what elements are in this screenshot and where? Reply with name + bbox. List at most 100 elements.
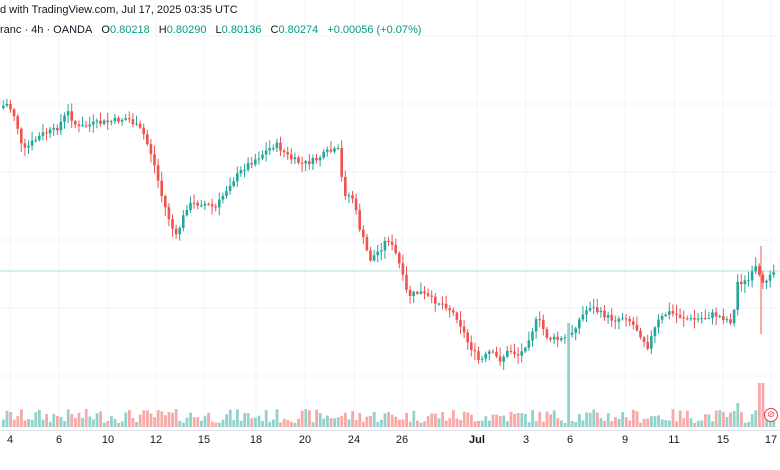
volume-bar [318, 413, 322, 427]
candle-body [358, 210, 361, 230]
candle-body [275, 142, 279, 149]
volume-bar [135, 422, 138, 427]
candle-body [365, 237, 369, 251]
volume-bar [426, 416, 430, 427]
volume-bar [333, 418, 336, 427]
low-value: 0.80136 [221, 24, 262, 36]
volume-bar [300, 410, 304, 427]
candle-body [542, 319, 545, 330]
volume-bar [646, 418, 650, 427]
candle-body [178, 227, 181, 235]
volume-bar [628, 420, 632, 427]
candle-body [362, 229, 365, 238]
volume-bar [588, 412, 592, 427]
candle-body [279, 142, 282, 151]
volume-bar [462, 411, 466, 427]
volume-bar [138, 414, 142, 427]
volume-bar [102, 422, 106, 427]
candle-body [246, 162, 250, 170]
candle-body [380, 250, 383, 252]
candle-body [23, 143, 27, 148]
candle-body [387, 241, 390, 243]
volume-bar [261, 421, 264, 427]
candle-body [128, 118, 131, 120]
volume-bar [329, 418, 333, 427]
volume-bar [516, 412, 520, 427]
tradingview-logo-icon[interactable]: ⊘ [764, 408, 778, 422]
volume-bar [660, 419, 664, 427]
volume-bar [707, 414, 711, 427]
volume-bar [563, 422, 567, 427]
x-tick-label: 15 [716, 434, 730, 446]
volume-bar [416, 420, 419, 427]
volume-bar [506, 421, 509, 427]
volume-bar [495, 414, 498, 427]
volume-bar [765, 420, 768, 427]
volume-bar [466, 412, 470, 427]
candle-body [506, 350, 509, 357]
volume-bar [714, 410, 718, 427]
candle-body [48, 129, 52, 134]
volume-bar [207, 412, 210, 427]
volume-bar [711, 421, 714, 427]
volume-bar [448, 418, 452, 427]
candle-body [243, 169, 246, 171]
candle-body [41, 132, 45, 136]
candle-body [462, 326, 466, 333]
candle-body [210, 204, 214, 207]
volume-bar [560, 420, 563, 427]
candle-body [678, 314, 682, 318]
candle-body [232, 181, 235, 186]
volume-bar [200, 420, 203, 427]
volume-bar [203, 415, 207, 427]
candle-body [185, 209, 189, 216]
candle-body [650, 336, 653, 349]
volume-bar [722, 411, 725, 427]
volume-bar [322, 418, 326, 427]
volume-bar [621, 412, 624, 427]
volume-bar [412, 410, 416, 427]
candle-body [74, 120, 77, 125]
x-tick-label: 6 [55, 434, 63, 446]
volume-bar [81, 417, 84, 427]
price-chart[interactable] [0, 0, 780, 430]
volume-bar [340, 415, 344, 427]
candle-body [693, 318, 696, 320]
candle-body [88, 124, 91, 127]
volume-bar [423, 421, 426, 427]
volume-bar [689, 418, 693, 427]
volume-bar [236, 409, 239, 427]
candle-body [729, 319, 732, 324]
volume-bar [326, 415, 329, 427]
candle-body [311, 157, 315, 165]
candle-body [369, 250, 372, 261]
candle-body [430, 295, 433, 297]
candle-body [92, 121, 95, 125]
candle-body [740, 281, 743, 285]
candle-body [149, 144, 153, 155]
volume-bar [700, 420, 704, 427]
candle-body [768, 274, 772, 281]
time-axis[interactable]: 4 6 10 12 15 18 20 24 26 Jul 3 6 9 11 15… [0, 430, 780, 451]
candle-body [455, 312, 459, 320]
candle-body [470, 342, 473, 351]
candle-body [207, 203, 210, 205]
volume-bar [358, 412, 362, 427]
volume-bar [315, 409, 318, 427]
volume-bar [250, 418, 254, 427]
volume-bar [369, 416, 372, 427]
volume-bar [740, 412, 743, 427]
volume-bar [549, 414, 552, 427]
volume-bar [372, 411, 376, 427]
candle-body [351, 195, 354, 199]
candle-body [423, 291, 426, 294]
volume-bar [27, 419, 30, 427]
candle-body [722, 315, 725, 321]
volume-bar [16, 416, 20, 427]
candle-body [632, 321, 635, 325]
volume-bar [704, 414, 707, 427]
chart-area[interactable] [0, 0, 780, 430]
candle-body [585, 310, 588, 315]
volume-bar [668, 420, 671, 427]
volume-bar [632, 409, 635, 427]
